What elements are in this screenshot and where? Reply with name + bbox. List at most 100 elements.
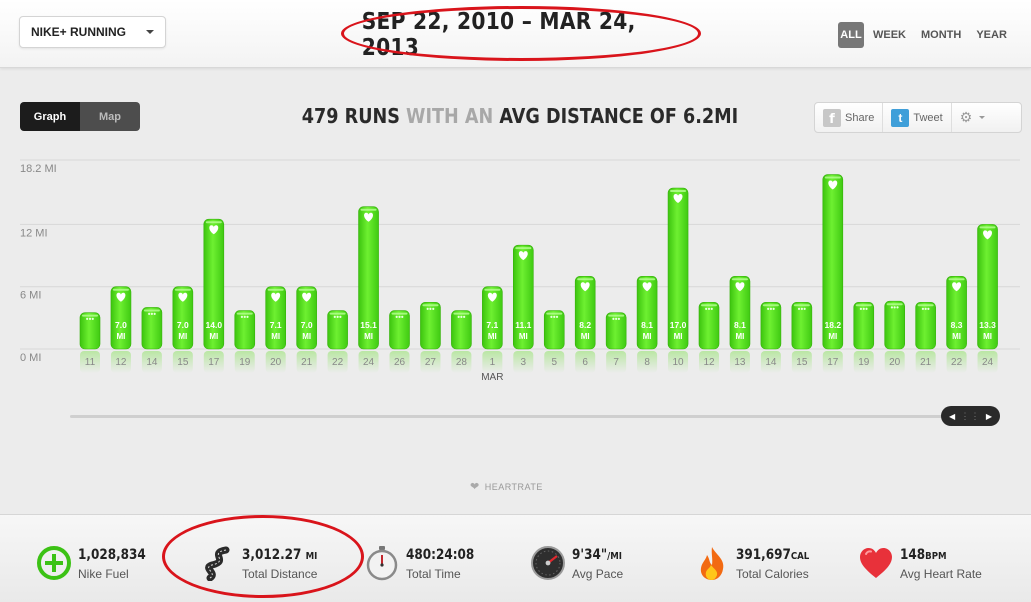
run-bar[interactable]: ••• <box>389 310 410 373</box>
dots-icon: ••• <box>241 313 250 322</box>
bar-unit-label: MI <box>178 332 187 341</box>
tab-all[interactable]: ALL <box>838 22 864 48</box>
bar-value-label: 14.0 <box>206 320 223 330</box>
run-bar[interactable]: 7.1 MI <box>482 286 503 373</box>
bar-body <box>636 276 658 350</box>
stat-value: 1,028,834 <box>78 546 146 563</box>
bar-body <box>853 301 875 350</box>
dots-icon: ••• <box>457 313 466 322</box>
dots-icon: ••• <box>767 304 776 313</box>
dots-icon: ••• <box>86 315 95 324</box>
run-bar[interactable]: 7.0 MI <box>296 286 317 373</box>
bar-unit-label: MI <box>519 332 528 341</box>
run-bar[interactable]: 7.1 MI <box>265 286 287 373</box>
run-bar[interactable]: ••• <box>141 307 163 373</box>
bar-highlight <box>236 312 253 315</box>
bar-reflection <box>884 351 905 373</box>
run-bar[interactable]: 18.2 MI <box>822 174 844 373</box>
heart-icon <box>178 292 188 302</box>
run-bar[interactable]: 7.0 MI <box>110 286 132 373</box>
run-bar[interactable]: ••• <box>853 301 875 373</box>
x-axis-day-label: 28 <box>456 357 468 368</box>
run-bar[interactable]: ••• <box>791 301 813 373</box>
run-bar[interactable]: ••• <box>884 300 906 373</box>
y-axis-label: 0 MI <box>20 352 41 364</box>
bar-body <box>110 286 132 350</box>
bar-body <box>977 224 998 350</box>
share-bar: f Share t Tweet ⚙ <box>814 102 1022 133</box>
run-bar[interactable]: 8.2 MI <box>574 276 596 373</box>
timeline-scroll-handle[interactable]: ◀ ⋮⋮ ▶ <box>941 406 1000 426</box>
run-bar[interactable]: 14.0 MI <box>203 218 225 373</box>
heart-icon <box>271 292 281 302</box>
bar-highlight <box>824 176 841 179</box>
run-bar[interactable]: ••• <box>451 310 472 373</box>
timeline-scroll-track[interactable] <box>70 415 1000 418</box>
run-bar[interactable]: ••• <box>234 310 256 373</box>
heartrate-label: HEARTRATE <box>484 481 543 492</box>
heart-icon <box>858 545 894 581</box>
bar-body <box>389 310 410 350</box>
dots-icon: ••• <box>612 315 621 324</box>
run-bar[interactable]: 13.3 MI <box>977 224 998 373</box>
map-view-button[interactable]: Map <box>80 102 140 131</box>
facebook-share-button[interactable]: f Share <box>815 103 882 132</box>
run-bar[interactable]: 17.0 MI <box>667 187 689 373</box>
bar-body <box>172 286 194 350</box>
run-bar[interactable]: 7.0 MI <box>172 286 194 373</box>
run-bar[interactable]: 8.3 MI <box>946 276 967 373</box>
run-bar[interactable]: ••• <box>543 310 565 373</box>
x-axis-day-label: 19 <box>239 357 251 368</box>
run-bar[interactable]: 8.1 MI <box>636 276 658 373</box>
activity-type-dropdown[interactable]: NIKE+ RUNNING <box>19 16 166 48</box>
stat-value: 391,697CAL <box>736 546 810 563</box>
run-bar[interactable]: 15.1 MI <box>358 206 379 373</box>
bar-body <box>884 300 906 350</box>
run-bar[interactable]: ••• <box>420 301 441 373</box>
run-bar[interactable]: ••• <box>79 312 101 373</box>
run-bar[interactable]: ••• <box>760 301 782 373</box>
bar-highlight <box>577 278 594 281</box>
x-axis-day-label: 5 <box>551 357 557 368</box>
x-axis-day-label: 26 <box>394 357 406 368</box>
run-bar[interactable]: ••• <box>915 301 936 373</box>
run-bar[interactable]: 11.1 MI <box>512 244 534 373</box>
settings-menu-button[interactable]: ⚙ <box>950 103 994 132</box>
x-axis-month-label: MAR <box>481 372 503 383</box>
bar-reflection <box>791 351 812 373</box>
bar-reflection <box>760 351 781 373</box>
tab-month[interactable]: MONTH <box>921 29 962 41</box>
heart-icon <box>364 212 374 222</box>
run-bar[interactable]: ••• <box>605 312 627 373</box>
bar-highlight <box>391 312 408 315</box>
bar-reflection <box>513 351 534 373</box>
bar-highlight <box>608 314 625 317</box>
bar-value-label: 8.2 <box>579 320 591 330</box>
x-axis-day-label: 19 <box>858 357 870 368</box>
bar-value-label: 8.1 <box>641 320 653 330</box>
bar-unit-label: MI <box>117 332 126 341</box>
activity-type-label: NIKE+ RUNNING <box>31 25 127 39</box>
x-axis-day-label: 11 <box>85 357 96 368</box>
run-bar[interactable]: 8.1 MI <box>729 276 751 373</box>
heart-icon <box>828 180 838 190</box>
run-bar[interactable]: ••• <box>327 310 348 373</box>
dots-icon: ••• <box>395 313 404 322</box>
run-bar[interactable]: ••• <box>698 301 720 373</box>
x-axis-day-label: 12 <box>703 357 715 368</box>
bar-highlight <box>484 288 501 291</box>
graph-view-button[interactable]: Graph <box>20 102 80 131</box>
tab-week[interactable]: WEEK <box>873 29 906 41</box>
heart-icon <box>673 194 683 204</box>
heartrate-toggle[interactable]: ❤ HEARTRATE <box>470 480 543 493</box>
twitter-tweet-button[interactable]: t Tweet <box>882 103 950 132</box>
stat-nike-fuel: 1,028,834 Nike Fuel <box>36 541 157 585</box>
stat-label: Nike Fuel <box>78 566 129 581</box>
stat-label: Total Distance <box>242 566 318 581</box>
tab-year[interactable]: YEAR <box>976 29 1007 41</box>
bar-highlight <box>360 208 377 211</box>
x-axis-day-label: 24 <box>363 357 375 368</box>
bar-body <box>79 312 101 350</box>
bar-body <box>760 301 782 350</box>
bar-body <box>729 276 751 350</box>
